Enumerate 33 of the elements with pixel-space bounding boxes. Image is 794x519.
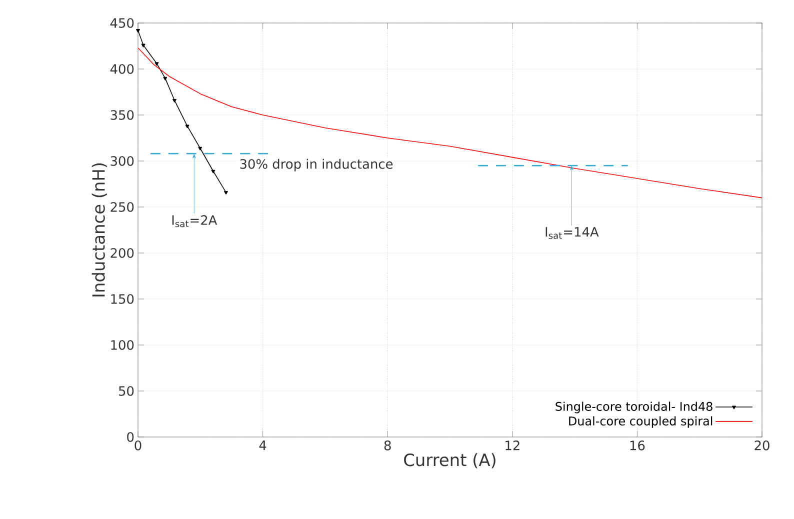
y-tick-label: 50 bbox=[119, 386, 134, 396]
x-tick-label: 16 bbox=[630, 440, 645, 450]
point bbox=[185, 124, 190, 128]
y-tick-label: 150 bbox=[111, 294, 134, 304]
legend-label: Single-core toroidal- Ind48 bbox=[556, 402, 712, 414]
x-tick-label: 12 bbox=[506, 440, 520, 450]
y-tick-label: 300 bbox=[110, 156, 134, 166]
y-axis-title: Inductance (nH) bbox=[92, 163, 107, 296]
point bbox=[198, 146, 202, 150]
point bbox=[136, 29, 140, 33]
line-series bbox=[138, 47, 762, 198]
annotation: 30% drop in inductance bbox=[240, 158, 393, 172]
x-axis-title: Current (A) bbox=[404, 453, 496, 468]
y-tick-label: 350 bbox=[110, 110, 134, 120]
point bbox=[224, 190, 228, 194]
y-tick-label: 400 bbox=[110, 64, 134, 74]
x-tick-label: 8 bbox=[384, 440, 391, 450]
y-tick-label: 250 bbox=[110, 202, 134, 212]
point bbox=[154, 62, 159, 66]
y-tick-label: 450 bbox=[110, 18, 134, 28]
y-tick-label: 0 bbox=[127, 432, 134, 442]
annotation: I$_{sat}$=14A bbox=[546, 227, 599, 239]
x-tick-label: 4 bbox=[259, 440, 266, 450]
point bbox=[211, 170, 216, 174]
point bbox=[172, 98, 176, 102]
point bbox=[163, 76, 168, 80]
legend-label: Dual-core coupled spiral bbox=[569, 416, 712, 428]
x-tick-label: 20 bbox=[754, 440, 770, 450]
point bbox=[141, 44, 146, 48]
x-tick-label: 0 bbox=[134, 440, 142, 450]
y-tick-label: 200 bbox=[110, 248, 134, 258]
annotation: I$_{sat}$=2A bbox=[172, 215, 218, 228]
y-tick-label: 100 bbox=[111, 340, 134, 350]
